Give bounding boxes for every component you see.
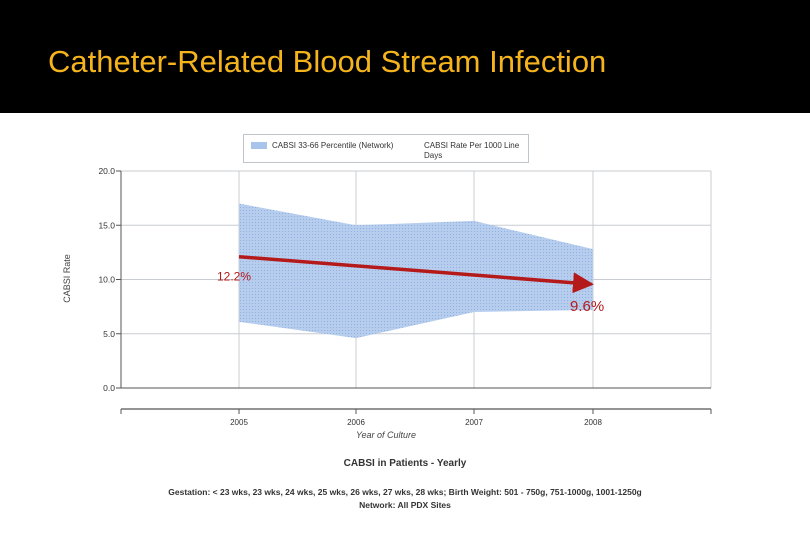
y-tick-label: 20.0 (98, 166, 115, 176)
x-axis-label: Year of Culture (356, 430, 416, 440)
legend-rate-label: CABSI Rate Per 1000 Line Days (424, 141, 520, 160)
chart-title: CABSI in Patients - Yearly (343, 458, 467, 469)
trend-arrow (238, 254, 594, 294)
axis-layer: 0.0 5.0 10.0 15.0 20.0 2005 2006 2007 2008 Year o… (62, 166, 712, 440)
y-tick-label: 10.0 (98, 275, 115, 285)
footnote-network: Network: All PDX Sites (359, 500, 451, 510)
y-tick-label: 0.0 (103, 383, 115, 393)
x-tick-label: 2008 (584, 418, 602, 427)
x-tick-label: 2005 (230, 418, 248, 427)
x-tick-label: 2006 (347, 418, 365, 427)
chart-legend: CABSI 33-66 Percentile (Network) CABSI R… (243, 134, 529, 163)
footnote-gestation: Gestation: < 23 wks, 23 wks, 24 wks, 25 … (168, 487, 642, 497)
x-tick-label: 2007 (465, 418, 483, 427)
y-axis-label: CABSI Rate (62, 254, 72, 303)
legend-band-label: CABSI 33-66 Percentile (Network) (272, 141, 394, 150)
legend-band-swatch (251, 142, 267, 149)
annotation-start-rate: 12.2% (217, 270, 251, 284)
annotation-end-rate: 9.6% (570, 298, 604, 315)
title-bar: Catheter-Related Blood Stream Infection (0, 0, 810, 113)
slide-title: Catheter-Related Blood Stream Infection (48, 44, 607, 79)
trend-layer (238, 254, 594, 294)
label-layer: 12.2% 9.6% (217, 270, 604, 315)
y-tick-label: 5.0 (103, 329, 115, 339)
y-tick-label: 15.0 (98, 220, 115, 230)
